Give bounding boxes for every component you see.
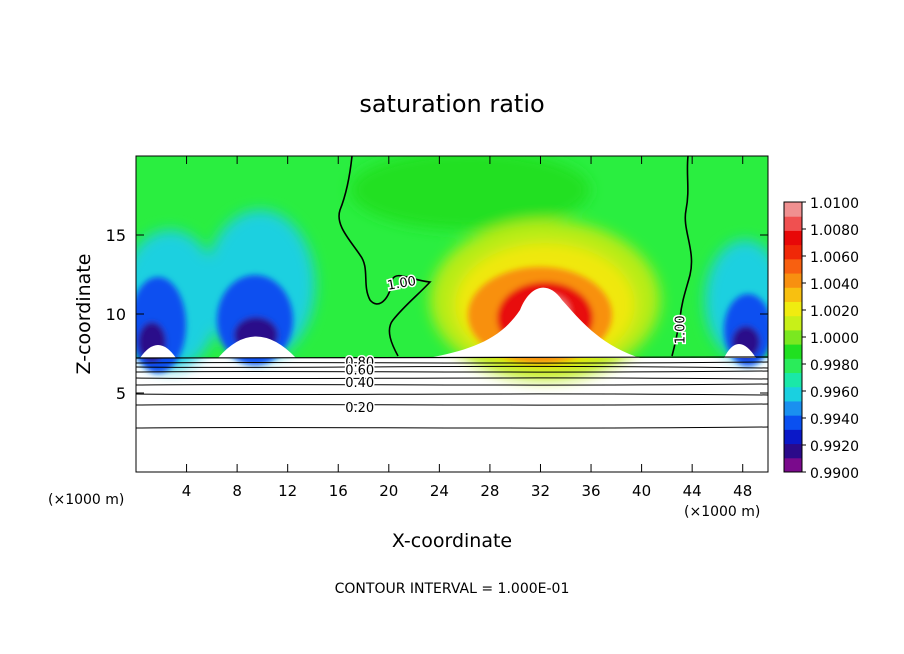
contour-line-8 — [136, 403, 768, 406]
colorbar-swatch — [784, 344, 802, 359]
contour-label: 0.60 — [345, 363, 374, 378]
colorbar-swatch — [784, 273, 802, 288]
contour-line-surface — [136, 356, 768, 359]
x-axis-label: X-coordinate — [392, 530, 512, 552]
colorbar-swatch — [784, 258, 802, 274]
terrain-bump-mid — [218, 336, 296, 358]
colorbar-swatch — [784, 443, 802, 459]
colorbar-label: 1.0080 — [810, 223, 859, 239]
x-tick-label: 48 — [733, 482, 752, 500]
contour-1-00-right — [671, 156, 693, 357]
x-tick-label: 4 — [182, 482, 192, 500]
colorbar-swatch — [784, 202, 802, 217]
colorbar-swatch — [784, 315, 802, 331]
x-tick-label: 24 — [430, 482, 449, 500]
y-tick-label: 15 — [106, 226, 126, 245]
contour-line-3 — [136, 365, 768, 369]
contour-line-9 — [136, 426, 768, 429]
colorbar-label: 0.9960 — [810, 385, 859, 401]
colorbar-swatch — [784, 429, 802, 445]
contour-line-4 — [136, 370, 768, 373]
terrain-bump-right — [724, 344, 756, 358]
x-tick-label: 12 — [278, 482, 297, 500]
colorbar-swatch — [784, 329, 802, 345]
contour-line-2 — [136, 361, 768, 364]
colorbar: 1.0100 1.0080 1.0060 1.0040 1.0020 1.0000 0.99… — [783, 196, 859, 482]
colorbar-label: 1.0040 — [810, 277, 859, 293]
x-tick-label: 40 — [632, 482, 651, 500]
colorbar-label: 0.9940 — [810, 412, 859, 428]
colorbar-swatch — [784, 244, 802, 260]
colorbar-label: 0.9980 — [810, 358, 859, 374]
contour-label: 1.00 — [386, 274, 417, 294]
colorbar-label: 0.9920 — [810, 439, 859, 455]
x-tick-label: 44 — [683, 482, 702, 500]
colorbar-swatch — [784, 358, 802, 374]
x-unit-left: (×1000 m) — [48, 492, 124, 508]
x-tick-label: 8 — [232, 482, 242, 500]
colorbar-swatch — [784, 415, 802, 430]
colorbar-label: 1.0020 — [810, 304, 859, 320]
colorbar-label: 1.0100 — [810, 196, 859, 212]
field-green-top — [350, 156, 590, 230]
contour-line-7 — [136, 393, 768, 396]
contour-interval-note: CONTOUR INTERVAL = 1.000E-01 — [335, 581, 570, 597]
y-tick-label: 5 — [116, 384, 126, 403]
colorbar-label: 1.0060 — [810, 250, 859, 266]
y-tick-label: 10 — [106, 305, 126, 324]
colorbar-label: 0.9900 — [810, 466, 859, 482]
colorbar-swatch — [784, 301, 802, 317]
chart-title: saturation ratio — [359, 90, 544, 118]
y-axis-ticks: 5 10 15 — [106, 226, 768, 403]
contour-label-group: 0.40 — [344, 374, 376, 392]
colorbar-swatch — [784, 457, 802, 473]
contour-label: 0.20 — [345, 401, 374, 416]
terrain-bump-left — [140, 345, 176, 358]
plot-area — [136, 156, 768, 472]
contour-label-group: 0.20 — [344, 400, 376, 418]
contour-label-group: 0.80 — [344, 354, 376, 372]
colorbar-swatch — [784, 386, 802, 402]
colorbar-label: 1.0000 — [810, 331, 859, 347]
x-tick-label: 28 — [480, 482, 499, 500]
x-tick-label: 20 — [379, 482, 398, 500]
heatmap-field — [136, 156, 768, 380]
colorbar-swatch — [784, 216, 802, 231]
contour-1-00-left — [338, 156, 432, 357]
x-tick-label: 32 — [531, 482, 550, 500]
colorbar-swatch — [784, 400, 802, 416]
contour-label-group: 1.00 — [672, 314, 690, 346]
contour-label: 0.40 — [345, 376, 374, 391]
contour-labels: 1.00 1.00 0.800.600.40 0.20 — [344, 272, 690, 418]
y-axis-label: Z-coordinate — [73, 254, 95, 375]
contour-line-6 — [136, 383, 768, 386]
x-axis-ticks: 4 8 12 16 20 24 28 32 36 40 44 48 — [182, 156, 752, 500]
contour-label-group: 0.60 — [344, 362, 376, 380]
contour-label: 0.80 — [345, 355, 374, 370]
terrain-bump-center — [428, 287, 640, 358]
x-tick-label: 36 — [581, 482, 600, 500]
colorbar-swatch — [784, 372, 802, 388]
x-unit-right: (×1000 m) — [684, 504, 760, 520]
colorbar-swatch — [784, 230, 802, 246]
colorbar-swatch — [784, 287, 802, 302]
contour-label-group: 1.00 — [385, 272, 419, 295]
contour-line-5 — [136, 377, 768, 380]
contour-label: 1.00 — [674, 315, 689, 344]
x-tick-label: 16 — [329, 482, 348, 500]
